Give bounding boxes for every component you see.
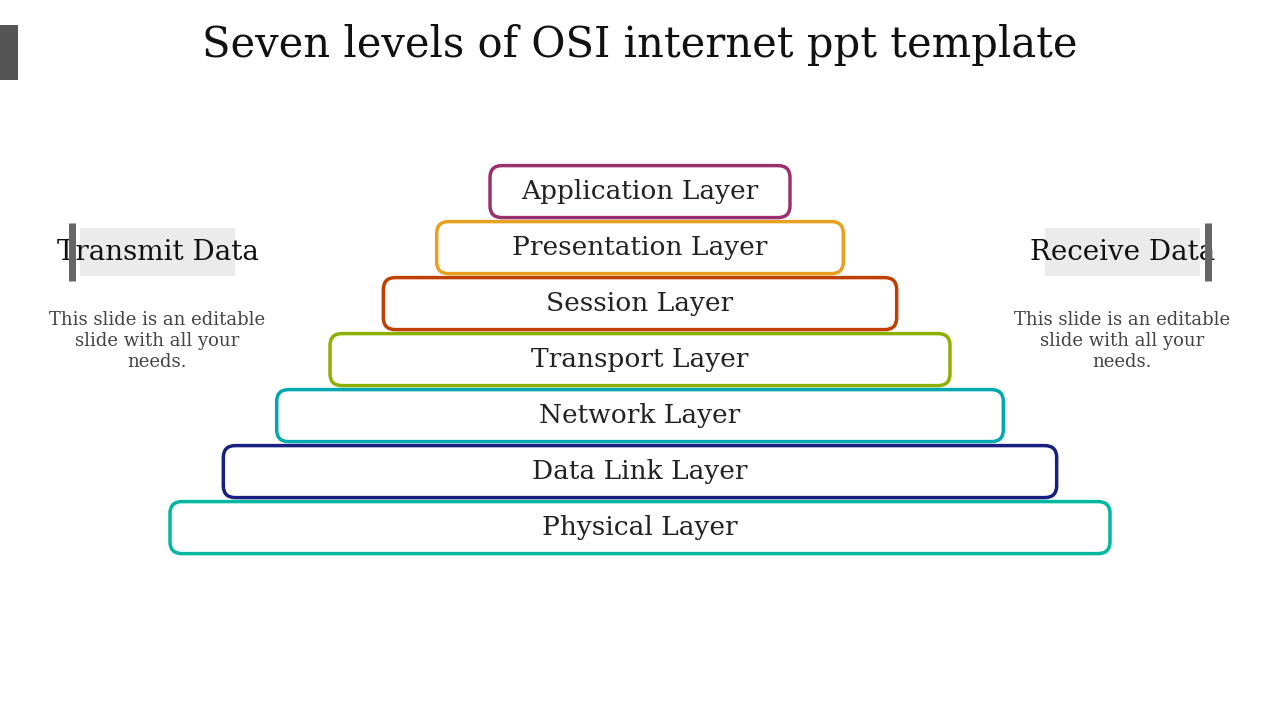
FancyBboxPatch shape [276, 390, 1004, 441]
Text: Application Layer: Application Layer [521, 179, 759, 204]
FancyBboxPatch shape [1044, 228, 1201, 276]
Text: Transmit Data: Transmit Data [56, 238, 259, 266]
Text: Physical Layer: Physical Layer [543, 515, 737, 540]
FancyBboxPatch shape [170, 502, 1110, 554]
FancyBboxPatch shape [436, 222, 844, 274]
Text: This slide is an editable
slide with all your
needs.: This slide is an editable slide with all… [50, 311, 265, 371]
Text: This slide is an editable
slide with all your
needs.: This slide is an editable slide with all… [1015, 311, 1230, 371]
FancyBboxPatch shape [490, 166, 790, 217]
Text: Transport Layer: Transport Layer [531, 347, 749, 372]
FancyBboxPatch shape [383, 278, 897, 330]
FancyBboxPatch shape [330, 333, 950, 386]
Text: Session Layer: Session Layer [547, 291, 733, 316]
FancyBboxPatch shape [0, 25, 18, 80]
FancyBboxPatch shape [223, 446, 1057, 498]
Text: Receive Data: Receive Data [1030, 238, 1215, 266]
Text: Presentation Layer: Presentation Layer [512, 235, 768, 260]
Text: Data Link Layer: Data Link Layer [532, 459, 748, 484]
FancyBboxPatch shape [79, 228, 236, 276]
Text: Network Layer: Network Layer [539, 403, 741, 428]
Text: Seven levels of OSI internet ppt template: Seven levels of OSI internet ppt templat… [202, 24, 1078, 66]
